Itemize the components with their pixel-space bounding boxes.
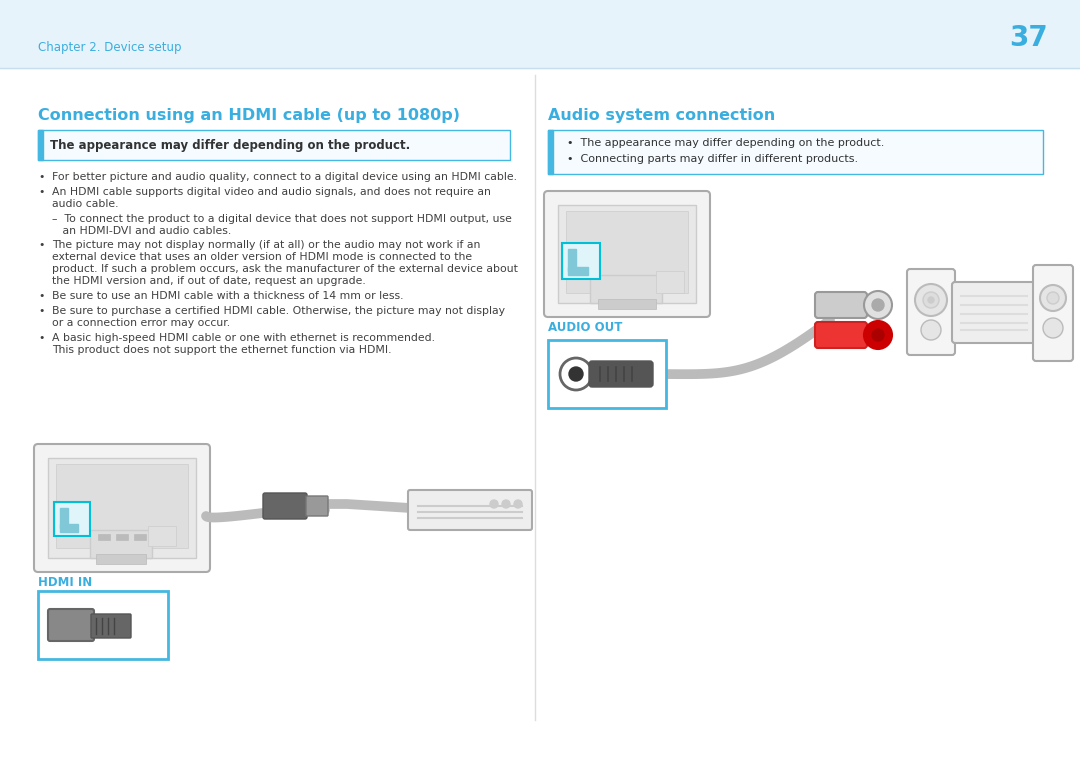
Text: audio cable.: audio cable. bbox=[52, 199, 119, 209]
FancyBboxPatch shape bbox=[33, 444, 210, 572]
Text: Connection using an HDMI cable (up to 1080p): Connection using an HDMI cable (up to 10… bbox=[38, 108, 460, 123]
Text: Audio system connection: Audio system connection bbox=[548, 108, 775, 123]
Bar bbox=[598, 299, 656, 309]
FancyBboxPatch shape bbox=[907, 269, 955, 355]
Text: •: • bbox=[38, 240, 44, 250]
Bar bbox=[590, 275, 662, 303]
Text: AUDIO OUT: AUDIO OUT bbox=[548, 321, 622, 334]
Bar bbox=[98, 534, 110, 540]
Text: Be sure to use an HDMI cable with a thickness of 14 mm or less.: Be sure to use an HDMI cable with a thic… bbox=[52, 291, 404, 301]
Bar bbox=[116, 534, 129, 540]
FancyBboxPatch shape bbox=[815, 322, 867, 348]
Bar bbox=[548, 340, 666, 408]
Bar bbox=[566, 211, 688, 293]
Circle shape bbox=[872, 299, 885, 311]
Bar bbox=[60, 508, 68, 528]
FancyBboxPatch shape bbox=[48, 609, 94, 641]
Text: Be sure to purchase a certified HDMI cable. Otherwise, the picture may not displ: Be sure to purchase a certified HDMI cab… bbox=[52, 306, 505, 316]
Circle shape bbox=[1047, 292, 1059, 304]
Text: •: • bbox=[38, 306, 44, 316]
Text: •  Connecting parts may differ in different products.: • Connecting parts may differ in differe… bbox=[561, 154, 859, 164]
Bar bbox=[558, 205, 696, 303]
Bar bbox=[0, 0, 1080, 68]
Circle shape bbox=[928, 297, 934, 303]
Bar bbox=[568, 267, 588, 275]
Text: an HDMI-DVI and audio cables.: an HDMI-DVI and audio cables. bbox=[52, 226, 231, 236]
Text: The picture may not display normally (if at all) or the audio may not work if an: The picture may not display normally (if… bbox=[52, 240, 481, 250]
Text: •  The appearance may differ depending on the product.: • The appearance may differ depending on… bbox=[561, 138, 885, 148]
Text: 37: 37 bbox=[1009, 24, 1048, 52]
Bar bbox=[90, 530, 152, 558]
Bar bbox=[656, 271, 684, 293]
FancyBboxPatch shape bbox=[306, 496, 328, 516]
FancyBboxPatch shape bbox=[1032, 265, 1074, 361]
FancyBboxPatch shape bbox=[264, 493, 307, 519]
Bar bbox=[38, 591, 168, 659]
Bar bbox=[568, 249, 576, 271]
Bar bbox=[548, 130, 1043, 174]
Circle shape bbox=[864, 291, 892, 319]
Text: A basic high-speed HDMI cable or one with ethernet is recommended.: A basic high-speed HDMI cable or one wit… bbox=[52, 333, 435, 343]
Text: or a connection error may occur.: or a connection error may occur. bbox=[52, 318, 230, 328]
Bar bbox=[56, 464, 188, 548]
Text: the HDMI version and, if out of date, request an upgrade.: the HDMI version and, if out of date, re… bbox=[52, 276, 366, 286]
Bar bbox=[96, 554, 146, 564]
Text: •: • bbox=[38, 172, 44, 182]
Circle shape bbox=[915, 284, 947, 316]
Text: external device that uses an older version of HDMI mode is connected to the: external device that uses an older versi… bbox=[52, 252, 472, 262]
Bar bbox=[134, 534, 146, 540]
Bar bbox=[548, 130, 553, 174]
Circle shape bbox=[1040, 285, 1066, 311]
Bar bbox=[38, 130, 510, 160]
Text: The appearance may differ depending on the product.: The appearance may differ depending on t… bbox=[50, 139, 410, 152]
Circle shape bbox=[864, 321, 892, 349]
FancyBboxPatch shape bbox=[91, 614, 131, 638]
Text: •: • bbox=[38, 333, 44, 343]
Text: Chapter 2. Device setup: Chapter 2. Device setup bbox=[38, 41, 181, 54]
Circle shape bbox=[514, 500, 522, 508]
Bar bbox=[562, 243, 600, 279]
Circle shape bbox=[921, 320, 941, 340]
Text: HDMI IN: HDMI IN bbox=[38, 576, 92, 589]
Circle shape bbox=[1043, 318, 1063, 338]
Circle shape bbox=[502, 500, 510, 508]
FancyBboxPatch shape bbox=[544, 191, 710, 317]
Text: –  To connect the product to a digital device that does not support HDMI output,: – To connect the product to a digital de… bbox=[52, 214, 512, 224]
FancyBboxPatch shape bbox=[951, 282, 1036, 343]
Circle shape bbox=[872, 329, 885, 341]
FancyBboxPatch shape bbox=[408, 490, 532, 530]
FancyBboxPatch shape bbox=[589, 361, 653, 387]
Text: •: • bbox=[38, 187, 44, 197]
Circle shape bbox=[561, 358, 592, 390]
Text: An HDMI cable supports digital video and audio signals, and does not require an: An HDMI cable supports digital video and… bbox=[52, 187, 491, 197]
Circle shape bbox=[490, 500, 498, 508]
Circle shape bbox=[569, 367, 583, 381]
Bar bbox=[38, 130, 43, 160]
Text: For better picture and audio quality, connect to a digital device using an HDMI : For better picture and audio quality, co… bbox=[52, 172, 517, 182]
Bar bbox=[48, 458, 195, 558]
Bar bbox=[148, 526, 176, 546]
Bar bbox=[54, 502, 90, 536]
Text: product. If such a problem occurs, ask the manufacturer of the external device a: product. If such a problem occurs, ask t… bbox=[52, 264, 518, 274]
Text: This product does not support the ethernet function via HDMI.: This product does not support the ethern… bbox=[52, 345, 391, 355]
Bar bbox=[60, 524, 78, 532]
FancyBboxPatch shape bbox=[815, 292, 867, 318]
Text: •: • bbox=[38, 291, 44, 301]
Circle shape bbox=[923, 292, 939, 308]
